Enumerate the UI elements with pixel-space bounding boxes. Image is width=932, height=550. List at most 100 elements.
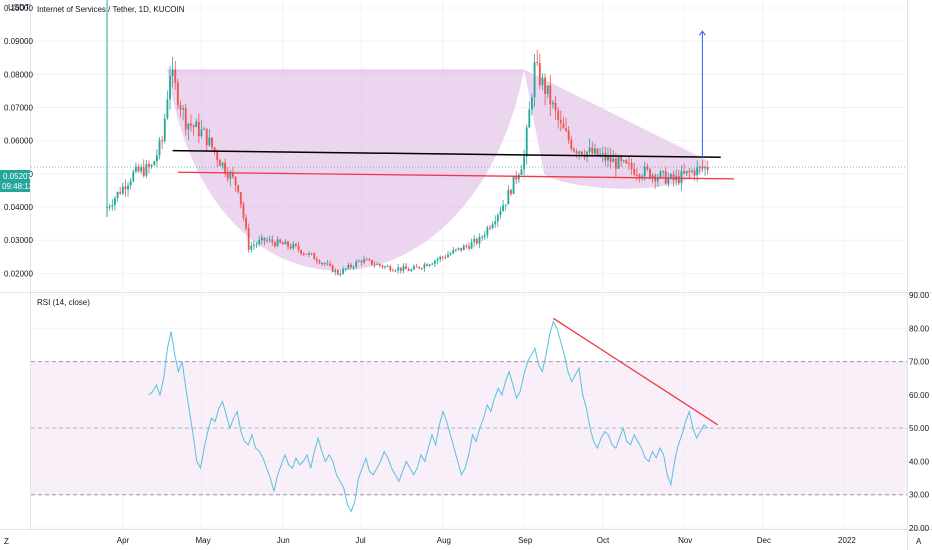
support-line[interactable] — [177, 171, 734, 180]
candle-body — [394, 270, 397, 272]
candle-body — [557, 110, 560, 120]
rsi-downtrend-line[interactable] — [552, 317, 719, 426]
time-tick-label: 2022 — [838, 536, 856, 545]
candle-body — [667, 177, 670, 184]
candle-body — [111, 205, 114, 207]
candle-body — [462, 245, 465, 251]
candle-body — [129, 181, 132, 186]
candle-body — [119, 191, 122, 194]
candle-body — [195, 121, 198, 128]
candle-body — [321, 263, 324, 265]
candle-body — [688, 170, 691, 172]
candle-body — [148, 163, 150, 167]
candle-body — [389, 266, 392, 271]
time-axis[interactable]: Apr May Jun Jul Aug Sep Oct Nov Dec 2022 — [117, 536, 857, 545]
candle-body — [208, 137, 211, 146]
candle-body — [203, 128, 206, 130]
candle-body — [593, 148, 596, 154]
candle-body — [510, 189, 512, 194]
candle-body — [420, 268, 423, 270]
handle-shape[interactable] — [524, 69, 708, 189]
neckline[interactable] — [172, 149, 721, 159]
candle-body — [114, 198, 116, 206]
target-arrow[interactable] — [699, 30, 706, 158]
candle-body — [187, 123, 190, 130]
candle-body — [302, 253, 305, 255]
rsi-tick-label: 50.00 — [909, 424, 930, 433]
candle-body — [423, 264, 426, 269]
candle-body — [418, 266, 421, 269]
candle-body — [693, 170, 696, 176]
candle-body — [376, 263, 379, 265]
candle-body — [426, 264, 428, 266]
candle-body — [454, 249, 457, 251]
candle-body — [475, 238, 478, 244]
candle-body — [473, 238, 476, 243]
rsi-title: RSI (14, close) — [37, 298, 90, 307]
candle-body — [218, 160, 221, 166]
candle-body — [331, 265, 334, 272]
candle-body — [166, 99, 169, 119]
candle-body — [662, 171, 665, 173]
candle-body — [297, 245, 300, 251]
price-tick-label: 0.02000 — [4, 269, 33, 278]
price-tick-label: 0.03000 — [4, 236, 33, 245]
candle-body — [470, 242, 473, 249]
timezone-icon[interactable]: Z — [4, 537, 9, 546]
candle-body — [538, 63, 541, 86]
time-tick-label: Dec — [757, 536, 771, 545]
candle-body — [609, 155, 612, 163]
candle-body — [591, 147, 594, 154]
price-axis[interactable]: 0.100000.090000.080000.070000.060000.050… — [4, 4, 33, 278]
candle-body — [646, 166, 649, 170]
candle-body — [308, 253, 310, 255]
price-tick-label: 0.09000 — [4, 37, 33, 46]
candle-body — [405, 266, 407, 270]
rsi-tick-label: 90.00 — [909, 291, 930, 300]
candle-body — [431, 263, 434, 265]
rsi-series-line — [148, 320, 709, 513]
candle-body — [344, 268, 347, 270]
candle-body — [549, 85, 552, 105]
candle-body — [260, 237, 263, 241]
candle-body — [439, 256, 442, 260]
candle-body — [478, 237, 481, 244]
candle-body — [323, 263, 326, 265]
candle-body — [449, 253, 452, 255]
candle-body — [612, 158, 615, 163]
candle-body — [604, 153, 607, 161]
cup-shape[interactable] — [167, 69, 525, 271]
candle-body — [410, 269, 413, 271]
candle-body — [457, 247, 460, 250]
candle-body — [355, 261, 358, 267]
candle-body — [381, 265, 384, 268]
candle-body — [580, 151, 583, 155]
candle-body — [515, 175, 518, 180]
rsi-tick-label: 60.00 — [909, 391, 930, 400]
candle-body — [386, 266, 389, 268]
candle-body — [287, 241, 289, 247]
rsi-axis[interactable]: 90.00 80.00 70.00 60.00 50.00 40.00 30.00 20.00 — [909, 291, 930, 533]
candle-body — [481, 236, 484, 238]
candle-body — [229, 172, 232, 179]
candle-body — [625, 160, 628, 164]
candle-body — [552, 102, 554, 105]
chart-title: Internet of Services / Tether, 1D, KUCOI… — [37, 5, 185, 14]
last-price-tag-bg — [0, 170, 30, 192]
candle-body — [255, 244, 258, 246]
candle-body — [184, 108, 187, 130]
candle-body — [378, 263, 381, 266]
candle-body — [664, 171, 667, 184]
time-tick-label: Apr — [117, 536, 130, 545]
candle-body — [150, 165, 153, 167]
auto-scale-button[interactable]: A — [916, 537, 922, 546]
candle-body — [279, 239, 282, 243]
candle-body — [452, 250, 455, 254]
candle-body — [651, 175, 654, 179]
candle-body — [176, 82, 179, 106]
price-tick-label: 0.04000 — [4, 203, 33, 212]
candle-body — [155, 155, 158, 162]
arrow-head — [699, 30, 706, 36]
candle-body — [271, 239, 274, 243]
